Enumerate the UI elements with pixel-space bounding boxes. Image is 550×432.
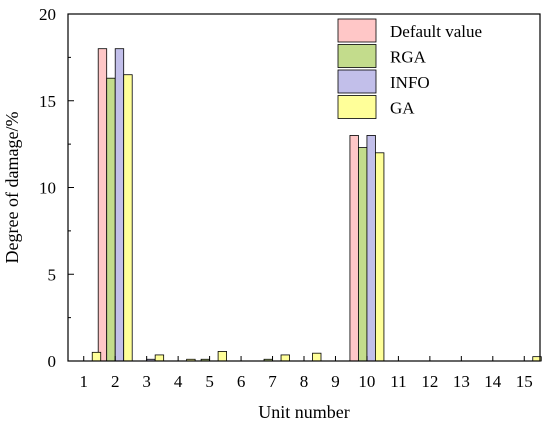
legend-swatch <box>337 95 377 119</box>
x-tick-label: 14 <box>484 372 502 391</box>
legend-label: Default value <box>390 22 482 41</box>
x-tick-label: 15 <box>516 372 533 391</box>
x-tick-label: 1 <box>79 372 88 391</box>
bar-ga-unit-8 <box>312 352 322 362</box>
x-tick-label: 5 <box>205 372 214 391</box>
x-tick-label: 9 <box>331 372 340 391</box>
legend: Default value RGA INFO GA <box>337 18 482 119</box>
y-tick-label: 5 <box>48 265 57 284</box>
bar-ga-unit-1 <box>91 351 102 362</box>
y-tick-label: 0 <box>48 352 57 371</box>
bar-ga-unit-2 <box>123 74 133 362</box>
y-axis-label: Degree of damage/% <box>2 112 22 264</box>
x-tick-label: 2 <box>111 372 120 391</box>
y-axis: 0 5 10 15 20 <box>39 5 74 371</box>
x-tick-label: 10 <box>358 372 375 391</box>
legend-label: RGA <box>390 48 427 67</box>
legend-swatch <box>337 44 377 68</box>
bar-info-unit-10 <box>366 135 376 362</box>
legend-swatch <box>337 18 377 43</box>
x-tick-label: 11 <box>390 372 406 391</box>
legend-label: INFO <box>390 73 430 92</box>
y-tick-label: 20 <box>39 5 56 24</box>
x-axis-label: Unit number <box>258 402 350 422</box>
x-tick-label: 6 <box>237 372 246 391</box>
x-tick-label: 4 <box>174 372 183 391</box>
plot-frame <box>67 13 541 362</box>
y-tick-label: 15 <box>39 92 56 111</box>
x-axis: 1 2 3 4 5 6 7 8 9 10 11 12 13 14 15 <box>79 356 533 391</box>
x-tick-label: 12 <box>421 372 438 391</box>
y-tick-label: 10 <box>39 179 56 198</box>
legend-swatch <box>337 69 377 94</box>
bars-layer <box>91 48 542 362</box>
bar-info-unit-2 <box>114 48 125 362</box>
x-tick-label: 8 <box>300 372 309 391</box>
bar-ga-unit-3 <box>154 354 165 362</box>
x-tick-label: 7 <box>268 372 277 391</box>
bar-default-value-unit-10 <box>349 135 359 362</box>
bar-ga-unit-7 <box>280 354 290 362</box>
x-tick-label: 3 <box>142 372 151 391</box>
legend-label: GA <box>390 99 415 118</box>
x-tick-label: 13 <box>453 372 470 391</box>
bar-ga-unit-10 <box>375 152 385 362</box>
bar-rga-unit-2 <box>106 77 116 362</box>
bar-ga-unit-5 <box>217 351 228 362</box>
bar-rga-unit-10 <box>358 147 368 362</box>
bar-default-value-unit-2 <box>97 48 108 362</box>
